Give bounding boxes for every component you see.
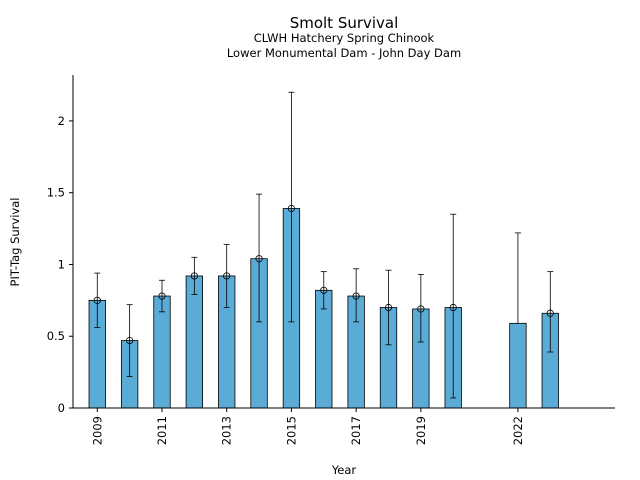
point-marker-2011: [158, 292, 166, 300]
markers-group: [93, 204, 554, 345]
y-tick-label: 2: [58, 114, 65, 128]
errorbars-group: [94, 91, 554, 399]
point-marker-2009: [93, 296, 101, 304]
chart-title: Smolt Survival: [290, 14, 399, 32]
y-tick-label: 1.5: [47, 186, 65, 200]
bar-2012: [185, 275, 203, 409]
x-tick-label: 2015: [284, 416, 298, 445]
bar-2011: [153, 295, 171, 409]
point-marker-2013: [223, 272, 231, 280]
chart-subtitle-1: CLWH Hatchery Spring Chinook: [254, 31, 435, 45]
y-tick-label: 0.5: [47, 329, 65, 343]
y-tick-label: 0: [58, 401, 65, 415]
x-tick-label: 2013: [220, 416, 234, 445]
x-ticks-group: 2009 2011 2013 2015 2017 2019 2022: [90, 408, 525, 445]
chart-subtitle-2: Lower Monumental Dam - John Day Dam: [227, 46, 461, 60]
point-marker-2015: [287, 204, 296, 213]
point-marker-2012: [190, 272, 198, 280]
bar-2022: [509, 322, 527, 409]
point-marker-2014: [255, 255, 263, 263]
y-tick-label: 1: [58, 257, 65, 271]
x-tick-label: 2009: [90, 416, 104, 445]
y-ticks-group: 0 0.5 1 1.5 2: [47, 114, 73, 415]
point-marker-2018: [384, 303, 393, 312]
x-tick-label: 2019: [414, 416, 428, 445]
point-marker-2020: [449, 303, 457, 312]
x-tick-label: 2017: [349, 416, 363, 445]
point-marker-2023: [546, 309, 554, 317]
point-marker-2017: [352, 292, 360, 300]
point-marker-2016: [320, 286, 328, 294]
x-tick-label: 2011: [155, 416, 169, 445]
point-marker-2019: [417, 305, 425, 313]
point-marker-2010: [126, 336, 134, 345]
y-axis-label: PIT-Tag Survival: [8, 198, 22, 287]
x-axis-label: Year: [331, 463, 357, 477]
x-tick-label: 2022: [511, 416, 525, 445]
